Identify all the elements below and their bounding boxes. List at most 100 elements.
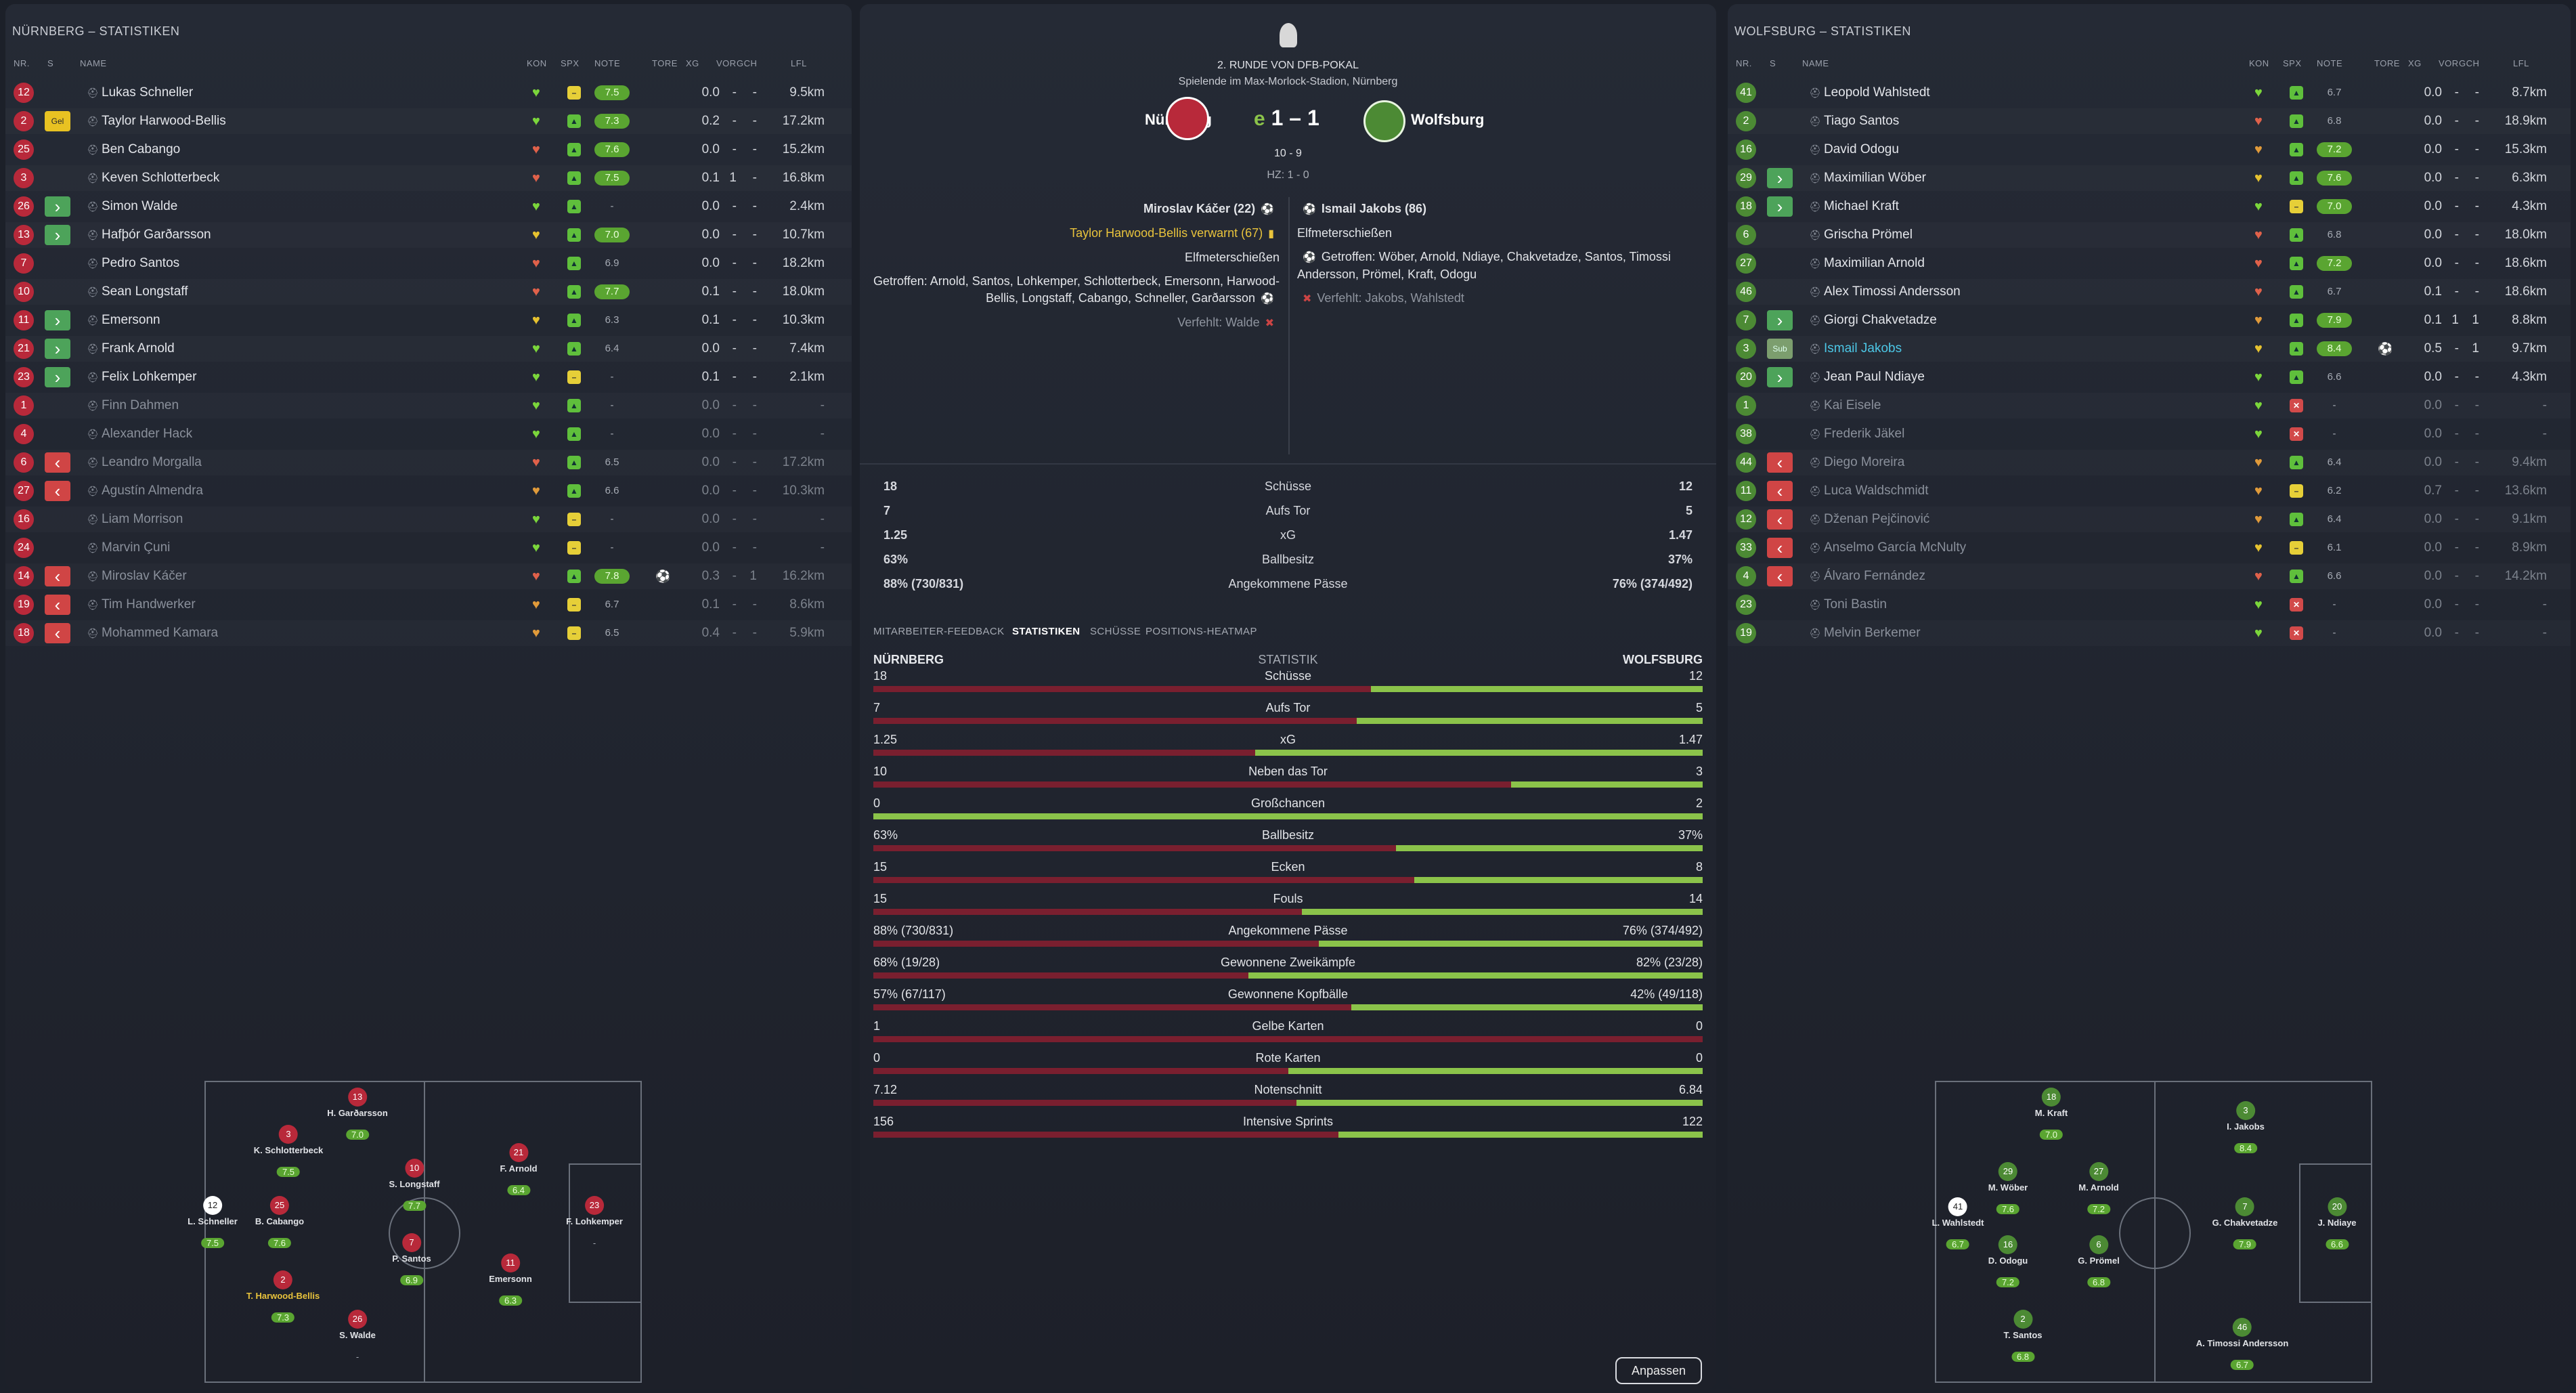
col-header-tore[interactable]: TORE [2374, 58, 2400, 68]
player-name[interactable]: Simon Walde [102, 199, 178, 213]
table-row[interactable]: 44 ‹ ⛑ Diego Moreira ♥ ▲ 6.4 0.0- -9.4km [1728, 450, 2571, 475]
player-name[interactable]: Miroslav Káčer [102, 569, 187, 583]
table-row[interactable]: 18 ‹ ⛑ Mohammed Kamara ♥ –6.5 0.4- -5.9km [5, 620, 852, 646]
player-name[interactable]: Maximilian Wöber [1824, 171, 1926, 185]
col-header-vor[interactable]: VOR [716, 58, 737, 68]
table-row[interactable]: 16 ⛑ Liam Morrison ♥ – -0.0- - - [5, 507, 852, 532]
formation-player[interactable]: 7 P. Santos 6.9 [392, 1233, 431, 1285]
table-row[interactable]: 21 › ⛑ Frank Arnold ♥ ▲ 6.4 0.0- -7.4km [5, 336, 852, 362]
formation-player[interactable]: 23 F. Lohkemper - [566, 1196, 623, 1248]
formation-player[interactable]: 20 J. Ndiaye 6.6 [2317, 1197, 2357, 1249]
table-row[interactable]: 10 ⛑ Sean Longstaff ♥ ▲ 7.7 0.1- -18.0km [5, 279, 852, 305]
col-header-note[interactable]: NOTE [2317, 58, 2343, 68]
formation-player[interactable]: 2 T. Harwood-Bellis 7.3 [246, 1270, 320, 1323]
player-name[interactable]: Ismail Jakobs [1824, 341, 1902, 356]
player-name[interactable]: Alexander Hack [102, 427, 193, 441]
col-header-name[interactable]: NAME [80, 58, 107, 68]
player-name[interactable]: Alex Timossi Andersson [1824, 284, 1961, 299]
table-row[interactable]: 20 › ⛑ Jean Paul Ndiaye ♥ ▲ 6.6 0.0- -4.3km [1728, 364, 2571, 390]
table-row[interactable]: 29 › ⛑ Maximilian Wöber ♥ ▲ 7.6 0.0- -6.3km [1728, 165, 2571, 191]
col-header-nr[interactable]: NR. [1736, 58, 1752, 68]
col-header-gch[interactable]: GCH [2459, 58, 2480, 68]
formation-player[interactable]: 10 S. Longstaff 7.7 [389, 1159, 440, 1211]
col-header-nr[interactable]: NR. [14, 58, 30, 68]
formation-player[interactable]: 16 D. Odogu 7.2 [1988, 1235, 2028, 1287]
formation-player[interactable]: 25 B. Cabango 7.6 [255, 1196, 304, 1248]
player-name[interactable]: Jean Paul Ndiaye [1824, 370, 1925, 384]
player-name[interactable]: Frank Arnold [102, 341, 175, 356]
player-name[interactable]: Grischa Prömel [1824, 228, 1913, 242]
table-row[interactable]: 38 ⛑ Frederik Jäkel ♥ ✕ -0.0- - - [1728, 421, 2571, 447]
player-name[interactable]: Mohammed Kamara [102, 626, 219, 640]
table-row[interactable]: 2 Gel ⛑ Taylor Harwood-Bellis ♥ ▲ 7.3 0.2- -17.2… [5, 108, 852, 134]
formation-player[interactable]: 13 H. Garðarsson 7.0 [327, 1088, 388, 1140]
player-name[interactable]: Dženan Pejčinović [1824, 512, 1930, 526]
table-row[interactable]: 24 ⛑ Marvin Çuni ♥ – -0.0- - - [5, 535, 852, 561]
formation-player[interactable]: 26 S. Walde - [339, 1310, 376, 1362]
table-row[interactable]: 25 ⛑ Ben Cabango ♥ ▲ 7.6 0.0- -15.2km [5, 137, 852, 163]
table-row[interactable]: 6 ⛑ Grischa Prömel ♥ ▲ 6.8 0.0- -18.0km [1728, 222, 2571, 248]
col-header-lfl[interactable]: LFL [791, 58, 807, 68]
col-header-tore[interactable]: TORE [652, 58, 678, 68]
table-row[interactable]: 27 ‹ ⛑ Agustín Almendra ♥ ▲ 6.6 0.0- -10.3km [5, 478, 852, 504]
customize-button[interactable]: Anpassen [1615, 1357, 1702, 1384]
player-name[interactable]: Leopold Wahlstedt [1824, 85, 1930, 100]
player-name[interactable]: Diego Moreira [1824, 455, 1905, 469]
table-row[interactable]: 41 ⛑ Leopold Wahlstedt ♥ ▲ 6.7 0.0- -8.7km [1728, 80, 2571, 106]
formation-player[interactable]: 6 G. Prömel 6.8 [2078, 1235, 2120, 1287]
away-team-name[interactable]: Wolfsburg [1411, 111, 1485, 128]
col-header-s[interactable]: S [1770, 58, 1776, 68]
player-name[interactable]: Marvin Çuni [102, 540, 171, 555]
player-name[interactable]: Melvin Berkemer [1824, 626, 1921, 640]
formation-player[interactable]: 46 A. Timossi Andersson 6.7 [2196, 1318, 2288, 1370]
formation-player[interactable]: 11 Emersonn 6.3 [489, 1253, 532, 1306]
formation-player[interactable]: 3 I. Jakobs 8.4 [2227, 1101, 2265, 1153]
table-row[interactable]: 11 ‹ ⛑ Luca Waldschmidt ♥ –6.2 0.7- -13.6km [1728, 478, 2571, 504]
table-row[interactable]: 1 ⛑ Kai Eisele ♥ ✕ -0.0- - - [1728, 393, 2571, 419]
table-row[interactable]: 12 ‹ ⛑ Dženan Pejčinović ♥ ▲ 6.4 0.0- -9.1km [1728, 507, 2571, 532]
player-name[interactable]: David Odogu [1824, 142, 1899, 156]
formation-player[interactable]: 41 L. Wahlstedt 6.7 [1932, 1197, 1984, 1249]
player-name[interactable]: Lukas Schneller [102, 85, 194, 100]
formation-player[interactable]: 12 L. Schneller 7.5 [188, 1196, 238, 1248]
player-name[interactable]: Toni Bastin [1824, 597, 1887, 612]
col-header-xg[interactable]: XG [2408, 58, 2422, 68]
col-header-s[interactable]: S [47, 58, 54, 68]
col-header-spx[interactable]: SPX [2283, 58, 2302, 68]
table-row[interactable]: 2 ⛑ Tiago Santos ♥ ▲ 6.8 0.0- -18.9km [1728, 108, 2571, 134]
table-row[interactable]: 6 ‹ ⛑ Leandro Morgalla ♥ ▲ 6.5 0.0- -17.2km [5, 450, 852, 475]
player-name[interactable]: Agustín Almendra [102, 484, 203, 498]
player-name[interactable]: Giorgi Chakvetadze [1824, 313, 1937, 327]
table-row[interactable]: 3 Sub ⛑ Ismail Jakobs ♥ ▲ 8.4 ⚽ 0.5-1 9.7km [1728, 336, 2571, 362]
table-row[interactable]: 18 › ⛑ Michael Kraft ♥ –7.0 0.0- -4.3km [1728, 194, 2571, 219]
col-header-name[interactable]: NAME [1802, 58, 1829, 68]
table-row[interactable]: 1 ⛑ Finn Dahmen ♥ ▲ -0.0- - - [5, 393, 852, 419]
tab-positions-heatmap[interactable]: POSITIONS-HEATMAP [1145, 626, 1257, 637]
formation-player[interactable]: 18 M. Kraft 7.0 [2035, 1088, 2068, 1140]
formation-player[interactable]: 2 T. Santos 6.8 [2003, 1310, 2043, 1362]
player-name[interactable]: Emersonn [102, 313, 160, 327]
table-row[interactable]: 3 ⛑ Keven Schlotterbeck ♥ ▲ 7.5 0.1 1 - 16.8km [5, 165, 852, 191]
table-row[interactable]: 11 › ⛑ Emersonn ♥ ▲ 6.3 0.1- -10.3km [5, 307, 852, 333]
player-name[interactable]: Luca Waldschmidt [1824, 484, 1929, 498]
col-header-kon[interactable]: KON [2249, 58, 2269, 68]
tab-schüsse[interactable]: SCHÜSSE [1090, 626, 1141, 637]
table-row[interactable]: 4 ⛑ Alexander Hack ♥ ▲ -0.0- - - [5, 421, 852, 447]
player-name[interactable]: Maximilian Arnold [1824, 256, 1925, 270]
table-row[interactable]: 19 ‹ ⛑ Tim Handwerker ♥ –6.7 0.1- -8.6km [5, 592, 852, 618]
player-name[interactable]: Pedro Santos [102, 256, 180, 270]
table-row[interactable]: 4 ‹ ⛑ Álvaro Fernández ♥ ▲ 6.6 0.0- -14.2km [1728, 563, 2571, 589]
player-name[interactable]: Ben Cabango [102, 142, 181, 156]
formation-player[interactable]: 29 M. Wöber 7.6 [1988, 1162, 2028, 1214]
col-header-note[interactable]: NOTE [594, 58, 621, 68]
col-header-lfl[interactable]: LFL [2513, 58, 2529, 68]
player-name[interactable]: Anselmo García McNulty [1824, 540, 1967, 555]
col-header-gch[interactable]: GCH [737, 58, 758, 68]
player-name[interactable]: Keven Schlotterbeck [102, 171, 220, 185]
table-row[interactable]: 46 ⛑ Alex Timossi Andersson ♥ ▲ 6.7 0.1- -18.6k… [1728, 279, 2571, 305]
formation-player[interactable]: 3 K. Schlotterbeck 7.5 [254, 1125, 323, 1177]
formation-player[interactable]: 7 G. Chakvetadze 7.9 [2212, 1197, 2277, 1249]
table-row[interactable]: 7 ⛑ Pedro Santos ♥ ▲ 6.9 0.0- -18.2km [5, 251, 852, 276]
table-row[interactable]: 33 ‹ ⛑ Anselmo García McNulty ♥ –6.1 0.0- -8.9k… [1728, 535, 2571, 561]
table-row[interactable]: 16 ⛑ David Odogu ♥ ▲ 7.2 0.0- -15.3km [1728, 137, 2571, 163]
